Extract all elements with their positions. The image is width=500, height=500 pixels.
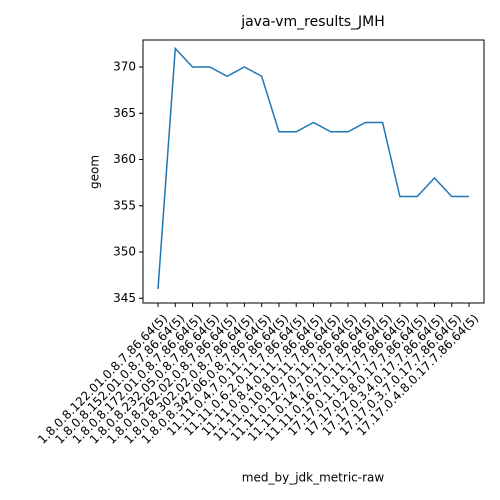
y-tick-label: 355 (113, 198, 136, 212)
y-axis-label: geom (88, 155, 102, 189)
y-tick-label: 365 (113, 106, 136, 120)
chart-title: java-vm_results_JMH (240, 14, 385, 30)
y-tick-label: 370 (113, 60, 136, 74)
y-tick-label: 345 (113, 291, 136, 305)
line (157, 46, 469, 290)
x-axis-label: med_by_jdk_metric-raw (242, 471, 385, 485)
y-tick-label: 350 (113, 245, 136, 259)
y-tick-label: 360 (113, 152, 136, 166)
plot-frame (142, 39, 485, 304)
